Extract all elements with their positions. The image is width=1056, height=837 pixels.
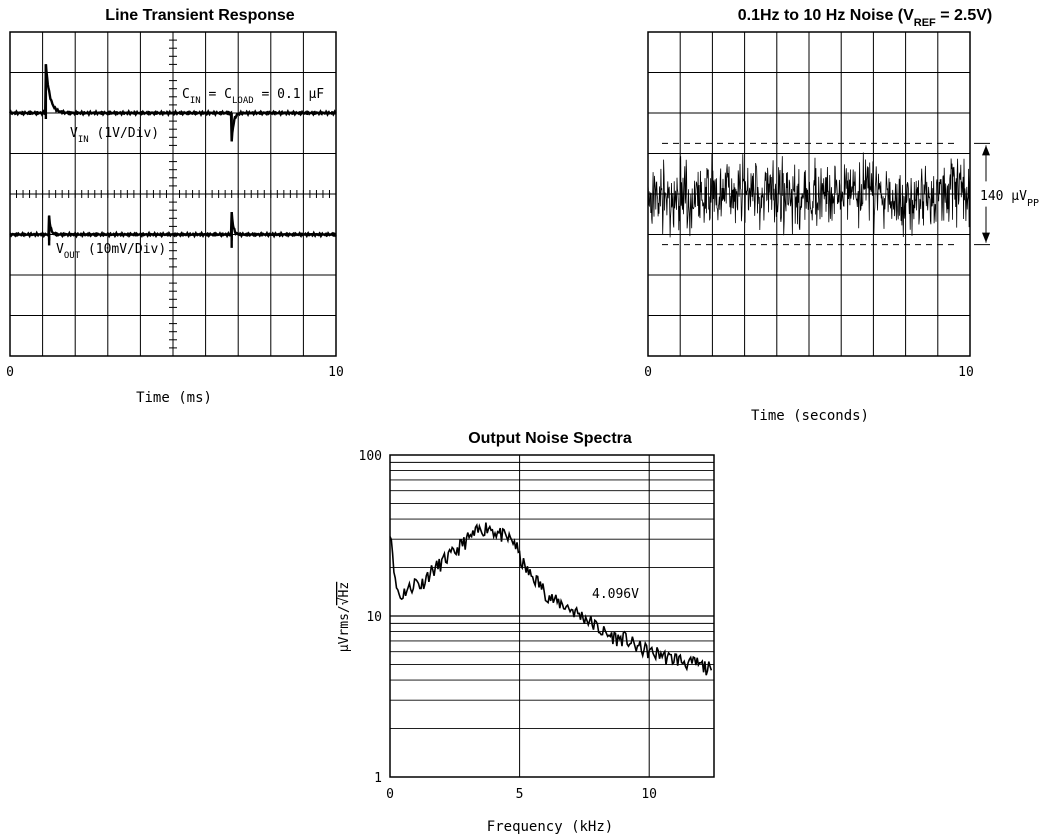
chart2-pp-band xyxy=(662,142,990,246)
chart3-ylabel: μVrms/√Hz xyxy=(337,582,352,652)
chart1-annotation-vout: VOUT (10mV/Div) xyxy=(56,242,166,261)
chart3-annotation-voltage: 4.096V xyxy=(592,587,639,602)
chart1-trace-vout xyxy=(9,212,337,239)
chart1-title: Line Transient Response xyxy=(105,7,294,24)
chart2-noise-trace xyxy=(647,152,971,238)
chart3-xtick: 10 xyxy=(641,787,657,802)
chart1-xtick-0: 0 xyxy=(6,365,14,380)
chart3-xtick: 0 xyxy=(386,787,394,802)
noise-spectra-chart: Output Noise Spectra 4.096V 1 10 100 0 5 10 F… xyxy=(337,430,715,835)
chart3-xlabel: Frequency (kHz) xyxy=(487,819,613,835)
chart2-title: 0.1Hz to 10 Hz Noise (VREF = 2.5V) xyxy=(738,7,993,29)
chart3-ticks: 1 10 100 0 5 10 xyxy=(359,449,658,802)
chart2-xtick-10: 10 xyxy=(958,365,974,380)
chart1-xtick-10: 10 xyxy=(328,365,344,380)
chart3-title: Output Noise Spectra xyxy=(468,430,632,447)
chart3-series-line xyxy=(389,522,713,676)
chart2-xtick-0: 0 xyxy=(644,365,652,380)
line-transient-chart: Line Transient Response CIN = CLOAD = 0.… xyxy=(6,7,344,406)
chart2-annotation-pp: 140 μVPP xyxy=(980,189,1039,209)
chart3-series xyxy=(389,522,713,676)
chart1-trace-vin xyxy=(8,64,337,142)
chart2-arrow-down-head xyxy=(982,232,990,243)
chart1-xlabel: Time (ms) xyxy=(136,390,212,406)
chart1-annotation-vin: VIN (1V/Div) xyxy=(70,126,159,145)
chart3-ytick: 10 xyxy=(366,610,382,625)
chart3-ytick: 100 xyxy=(359,449,382,464)
chart2-arrow-up-head xyxy=(982,145,990,156)
chart2-xlabel: Time (seconds) xyxy=(751,408,869,424)
chart1-traces xyxy=(8,64,337,248)
noise-time-chart: 0.1Hz to 10 Hz Noise (VREF = 2.5V) 140 μ… xyxy=(644,7,1039,424)
chart3-xtick: 5 xyxy=(516,787,524,802)
chart1-annotation-capacitance: CIN = CLOAD = 0.1 μF xyxy=(182,87,324,106)
chart3-ytick: 1 xyxy=(374,771,382,786)
chart2-noise-path xyxy=(647,152,971,238)
chart1-grid xyxy=(9,31,337,357)
chart3-grid xyxy=(389,454,715,778)
